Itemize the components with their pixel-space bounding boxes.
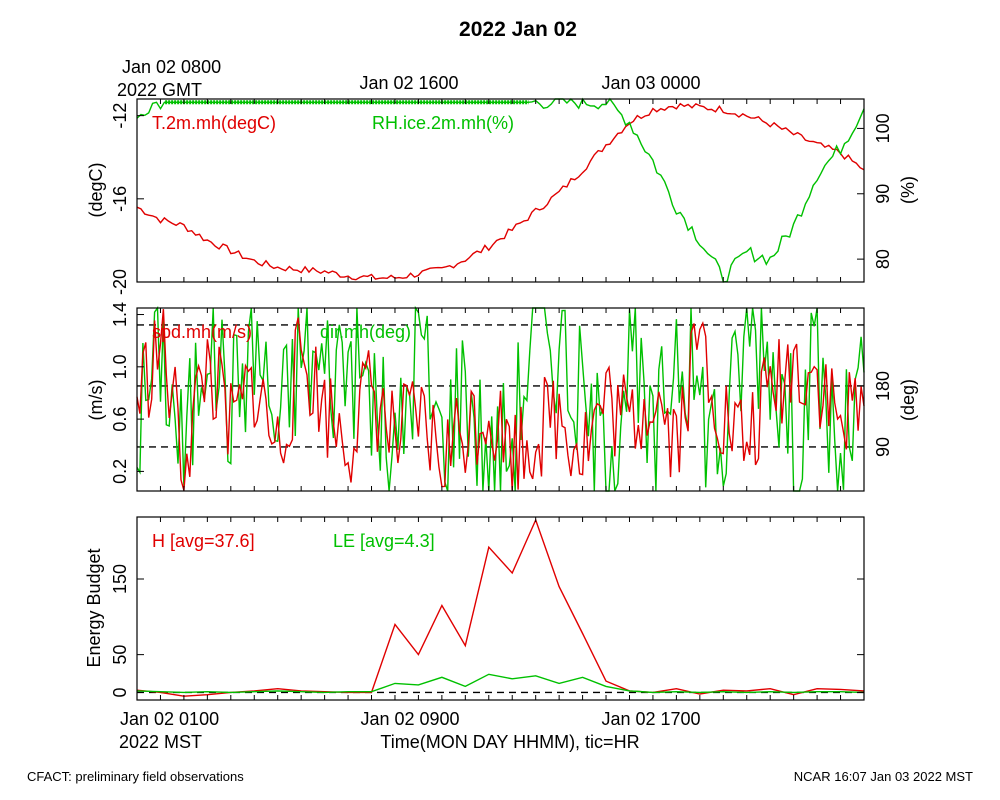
y-tick-label-left: -12 <box>110 103 130 129</box>
mst-start-sub: 2022 MST <box>119 732 202 752</box>
y-axis-label: Energy Budget <box>84 548 104 667</box>
y-tick-label-left: 0.2 <box>110 459 130 484</box>
right-axis-label: (%) <box>898 176 918 204</box>
wind-panel: 0.2 0.6 1.0 1.4 90 180 spd.mh(m/s) dir.mh(deg… <box>86 302 918 492</box>
legend-humidity: RH.ice.2m.mh(%) <box>372 113 514 133</box>
y-tick-label-left: 150 <box>110 564 130 594</box>
chart-title: 2022 Jan 02 <box>459 18 577 41</box>
left-axis-label: (degC) <box>86 162 106 217</box>
y-tick-label-left: 1.4 <box>110 302 130 327</box>
mst-start-label: Jan 02 0100 <box>120 709 219 729</box>
gmt-mid-label: Jan 02 1600 <box>359 73 458 93</box>
legend-direction: dir.mh(deg) <box>320 322 411 342</box>
y-tick-label-left: 1.0 <box>110 354 130 379</box>
speed-line <box>136 309 865 492</box>
le-line <box>136 673 865 694</box>
y-tick-label-left: 0 <box>110 687 130 697</box>
panel-frame <box>136 307 865 492</box>
legend-temperature: T.2m.mh(degC) <box>152 113 276 133</box>
panel-frame <box>136 516 865 701</box>
mst-end-label: Jan 02 1700 <box>601 709 700 729</box>
footer-left: CFACT: preliminary field observations <box>27 769 244 784</box>
y-tick-label-right: 90 <box>873 437 893 457</box>
y-tick-label-left: -20 <box>110 269 130 295</box>
gmt-start-label: Jan 02 0800 <box>122 57 221 77</box>
footer-right: NCAR 16:07 Jan 03 2022 MST <box>794 769 973 784</box>
mst-mid-label: Jan 02 0900 <box>360 709 459 729</box>
panel-frame <box>136 98 865 283</box>
x-axis-label: Time(MON DAY HHMM), tic=HR <box>380 732 639 752</box>
right-axis-label: (deg) <box>898 379 918 421</box>
y-tick-label-right: 100 <box>873 113 893 143</box>
legend-speed: spd.mh(m/s) <box>152 322 252 342</box>
y-tick-label-right: 90 <box>873 184 893 204</box>
y-tick-label-left: 50 <box>110 645 130 665</box>
y-tick-label-right: 80 <box>873 249 893 269</box>
temperature-humidity-panel: -20 -16 -12 80 90 100 T.2m.mh(degC) RH.ice.2m… <box>86 97 918 295</box>
temperature-line <box>136 102 865 281</box>
y-tick-label-left: -16 <box>110 186 130 212</box>
left-axis-label: (m/s) <box>86 380 106 421</box>
energy-budget-panel: 0 50 150 H [avg=37.6] LE [avg=4.3] Energy … <box>84 516 865 701</box>
y-tick-label-left: 0.6 <box>110 407 130 432</box>
legend-le: LE [avg=4.3] <box>333 531 435 551</box>
h-line <box>136 518 865 697</box>
gmt-start-sub: 2022 GMT <box>117 80 202 100</box>
y-tick-label-right: 180 <box>873 371 893 401</box>
gmt-end-label: Jan 03 0000 <box>601 73 700 93</box>
legend-h: H [avg=37.6] <box>152 531 255 551</box>
